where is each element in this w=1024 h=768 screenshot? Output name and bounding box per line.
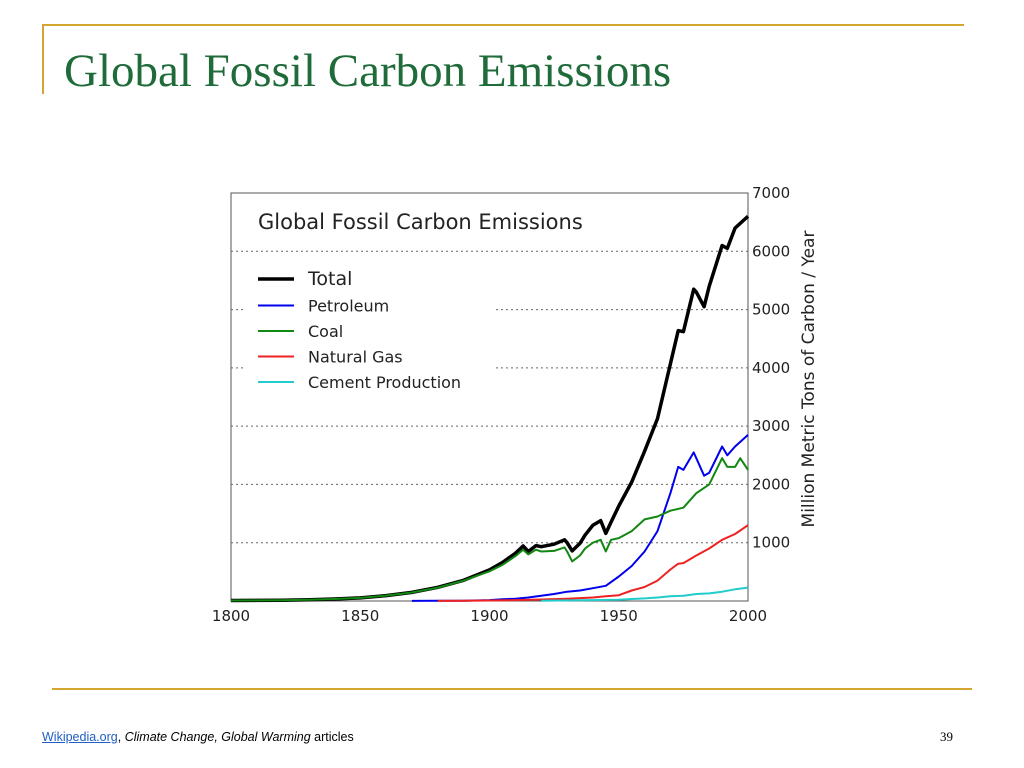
series-line-cement-production xyxy=(541,586,749,602)
series-lines xyxy=(230,215,750,603)
series-line-coal xyxy=(230,457,749,602)
page-number: 39 xyxy=(940,729,953,744)
legend-label-total: Total xyxy=(307,268,352,290)
left-accent-rule xyxy=(42,24,44,94)
y-tick-label: 2000 xyxy=(752,475,790,493)
slide-title: Global Fossil Carbon Emissions xyxy=(64,45,672,97)
x-tick-label: 1800 xyxy=(212,607,250,625)
top-accent-rule xyxy=(42,24,964,26)
footer-suffix: articles xyxy=(314,730,354,744)
legend-label-cement-production: Cement Production xyxy=(308,373,461,392)
legend-label-natural-gas: Natural Gas xyxy=(308,348,403,367)
legend-label-coal: Coal xyxy=(308,322,343,341)
series-line-petroleum xyxy=(411,434,749,602)
emissions-chart: Total Petroleum Coal Natural Gas Cement Prod… xyxy=(212,184,819,625)
y-tick-label: 3000 xyxy=(752,417,790,435)
y-tick-label: 7000 xyxy=(752,184,790,202)
y-tick-label: 5000 xyxy=(752,301,790,319)
y-axis-label: Million Metric Tons of Carbon / Year xyxy=(799,231,819,528)
series-line-natural-gas xyxy=(437,524,749,602)
y-axis-ticks: 1000 2000 3000 4000 5000 6000 7000 xyxy=(752,184,790,552)
x-tick-label: 2000 xyxy=(729,607,767,625)
footer-source: Wikipedia.org, Climate Change, Global Wa… xyxy=(42,730,354,744)
y-tick-label: 4000 xyxy=(752,359,790,377)
y-tick-label: 1000 xyxy=(752,534,790,552)
x-tick-label: 1850 xyxy=(341,607,379,625)
chart-container: Total Petroleum Coal Natural Gas Cement Prod… xyxy=(200,176,840,636)
source-link[interactable]: Wikipedia.org xyxy=(42,730,118,744)
footer-separator: , xyxy=(117,730,122,744)
footer-rule xyxy=(52,688,972,690)
x-tick-label: 1950 xyxy=(600,607,638,625)
legend-label-petroleum: Petroleum xyxy=(308,297,389,316)
legend: Total Petroleum Coal Natural Gas Cement Prod… xyxy=(244,254,496,396)
x-tick-label: 1900 xyxy=(470,607,508,625)
x-axis-ticks: 1800 1850 1900 1950 2000 xyxy=(212,607,767,625)
y-tick-label: 6000 xyxy=(752,242,790,260)
chart-title: Global Fossil Carbon Emissions xyxy=(258,210,583,234)
footer-italic-text: Climate Change, Global Warming xyxy=(124,730,311,744)
